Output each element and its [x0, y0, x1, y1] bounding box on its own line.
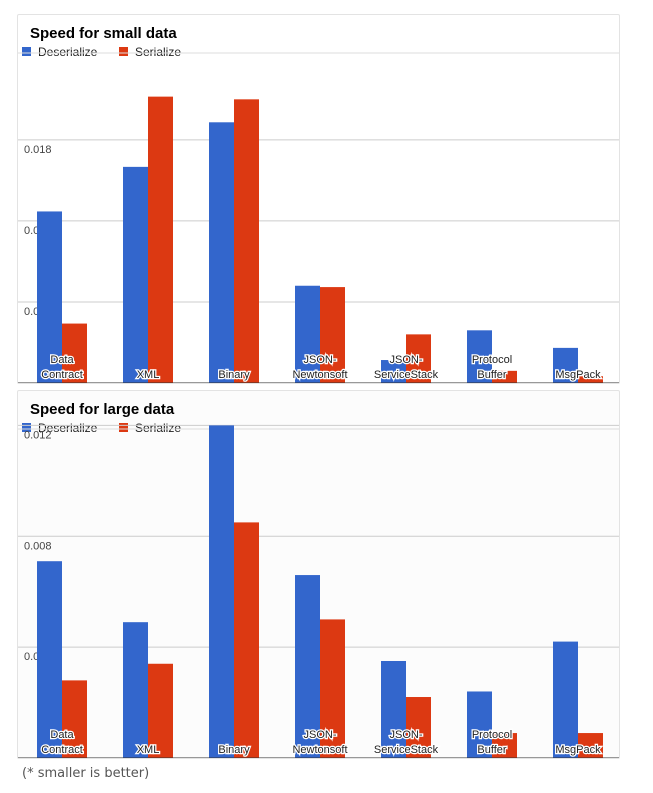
chart2-category-label-6-line-2: Buffer	[477, 744, 506, 756]
chart1-bar-serialize-6	[492, 370, 517, 383]
chart1-bar-serialize-3	[234, 99, 259, 383]
chart2-legend-swatch-1	[22, 423, 31, 432]
chart2-legend-label-1: Deserialize	[38, 421, 98, 435]
chart2-bar-deserialize-3	[209, 425, 234, 758]
chart2-category-label-3: Binary	[218, 744, 250, 756]
chart1-bar-deserialize-6	[467, 330, 492, 383]
chart1-category-label-6-line-1: Protocol	[472, 354, 512, 366]
chart1-bar-serialize-2	[148, 96, 173, 383]
chart1-bar-serialize-1	[62, 323, 87, 383]
chart2-bar-serialize-7	[578, 733, 603, 758]
chart2-bar-deserialize-2	[123, 622, 148, 758]
chart2-category-label-7: MsgPack	[555, 744, 601, 756]
chart2-bar-serialize-4	[320, 619, 345, 758]
chart2-category-label-4-line-2: Newtonsoft	[292, 744, 347, 756]
chart2-category-label-4-line-1: JSON-	[304, 729, 337, 741]
chart2-bar-serialize-1	[62, 680, 87, 758]
chart1-bar-serialize-4	[320, 287, 345, 383]
chart2-category-label-6-line-1: Protocol	[472, 729, 512, 741]
chart2-bar-deserialize-6	[467, 691, 492, 758]
chart1-bar-deserialize-3	[209, 122, 234, 383]
chart2-legend-swatch-2	[119, 423, 128, 432]
chart2-title: Speed for large data	[30, 401, 175, 418]
chart1-category-label-4-line-1: JSON-	[304, 354, 337, 366]
chart1-category-label-1-line-2: Contract	[41, 369, 83, 381]
chart1-category-label-3: Binary	[218, 369, 250, 381]
chart1-category-label-7: MsgPack	[555, 369, 601, 381]
chart2-bar-deserialize-5	[381, 660, 406, 758]
chart1-legend-swatch-2	[119, 47, 128, 56]
large-data-chart-svg: Speed for large data Deserialize Serialize…	[18, 401, 619, 758]
chart2-bar-serialize-5	[406, 697, 431, 758]
chart2-ytick-label-3: 0.012	[24, 429, 52, 441]
chart1-title: Speed for small data	[30, 25, 177, 42]
chart2-bar-serialize-6	[492, 733, 517, 758]
chart2-category-label-2: XML	[137, 744, 160, 756]
chart1-bar-deserialize-7	[553, 347, 578, 383]
chart2-bar-deserialize-7	[553, 641, 578, 758]
chart1-legend-label-2: Serialize	[135, 45, 181, 59]
chart1-category-label-4-line-2: Newtonsoft	[292, 369, 347, 381]
chart1-category-label-5-line-2: ServiceStack	[374, 369, 439, 381]
chart1-legend-label-1: Deserialize	[38, 45, 98, 59]
chart1-bar-deserialize-2	[123, 166, 148, 383]
chart2-category-label-1-line-1: Data	[50, 729, 74, 741]
small-data-chart: Speed for small data Deserialize Serialize…	[17, 14, 620, 384]
chart1-category-label-5-line-1: JSON-	[390, 354, 423, 366]
footnote: (* smaller is better)	[22, 766, 150, 781]
chart1-bar-deserialize-4	[295, 285, 320, 383]
small-data-chart-svg: Speed for small data Deserialize Serialize…	[18, 25, 619, 383]
chart2-bar-deserialize-1	[37, 561, 62, 758]
chart2-bar-serialize-2	[148, 663, 173, 758]
large-data-chart: Speed for large data Deserialize Serialize…	[17, 390, 620, 759]
chart2-ytick-label-2: 0.008	[24, 540, 52, 552]
chart1-bar-serialize-5	[406, 334, 431, 383]
chart1-bar-deserialize-5	[381, 360, 406, 383]
chart1-legend-swatch-1	[22, 47, 31, 56]
chart1-category-label-6-line-2: Buffer	[477, 369, 506, 381]
chart1-ytick-label-3: 0.018	[24, 144, 52, 156]
chart1-category-label-1-line-1: Data	[50, 354, 74, 366]
chart2-category-label-1-line-2: Contract	[41, 744, 83, 756]
chart2-legend-label-2: Serialize	[135, 421, 181, 435]
chart2-category-label-5-line-2: ServiceStack	[374, 744, 439, 756]
chart2-category-label-5-line-1: JSON-	[390, 729, 423, 741]
chart1-bar-serialize-7	[578, 376, 603, 383]
chart2-bar-serialize-3	[234, 522, 259, 758]
chart1-bar-deserialize-1	[37, 211, 62, 383]
chart1-category-label-2: XML	[137, 369, 160, 381]
chart2-bar-deserialize-4	[295, 575, 320, 758]
